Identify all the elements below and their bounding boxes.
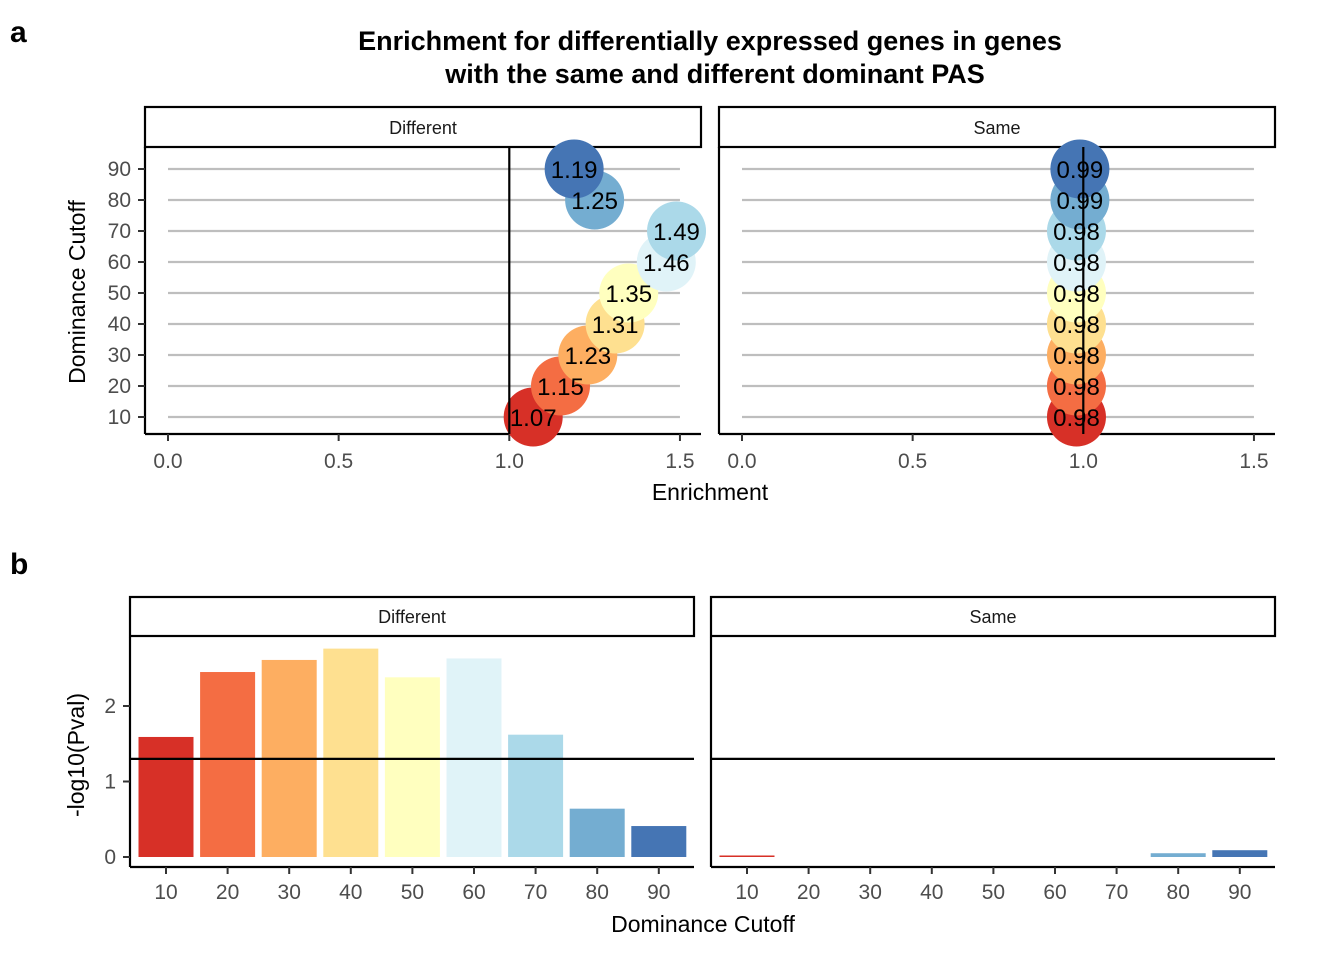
y-tick-label: 2 bbox=[104, 695, 116, 718]
x-tick-label: 60 bbox=[1043, 881, 1066, 904]
bar bbox=[508, 734, 564, 857]
x-tick-label: 80 bbox=[1167, 881, 1190, 904]
x-tick-label: 20 bbox=[797, 881, 820, 904]
panel-b-letter: b bbox=[10, 548, 28, 581]
x-tick-label: 70 bbox=[524, 881, 547, 904]
y-tick-label: 0 bbox=[104, 846, 116, 869]
x-tick-label: 40 bbox=[339, 881, 362, 904]
point-value-label: 1.15 bbox=[537, 374, 584, 401]
point-value-label: 0.98 bbox=[1053, 281, 1100, 308]
enrichment-point bbox=[1050, 139, 1110, 199]
point-value-label: 0.98 bbox=[1053, 405, 1100, 432]
enrichment-dot-plot: Different Same 0.0 0.5 1.0 1.5 1.07 1.15 1.23 1… bbox=[64, 105, 1277, 505]
y-tick-label: 20 bbox=[108, 375, 131, 398]
bar bbox=[384, 677, 440, 857]
x-tick-label: 80 bbox=[586, 881, 609, 904]
point-value-label: 1.49 bbox=[653, 219, 700, 246]
bar bbox=[1212, 850, 1268, 857]
x-tick-label: 1.5 bbox=[1239, 450, 1268, 473]
facet-panel-same: 0.0 0.5 1.0 1.5 0.98 0.98 0.98 0.98 0.98 0.98 0.98… bbox=[717, 139, 1275, 473]
bar bbox=[323, 648, 379, 857]
x-tick-label: 0.5 bbox=[324, 450, 353, 473]
point-value-label: 1.07 bbox=[510, 405, 557, 432]
y-axis-title: Dominance Cutoff bbox=[64, 200, 90, 384]
x-tick-label: 50 bbox=[401, 881, 424, 904]
y-tick-label: 60 bbox=[108, 251, 131, 274]
point-value-label: 1.25 bbox=[571, 188, 618, 215]
y-axis-ticks: 0 1 2 bbox=[104, 695, 130, 869]
x-axis-title: Dominance Cutoff bbox=[611, 911, 795, 937]
x-tick-label: 0.5 bbox=[898, 450, 927, 473]
facet-strip-different: Different bbox=[128, 595, 696, 638]
facet-panel-different: 10 20 30 40 50 60 70 80 90 bbox=[128, 637, 694, 904]
y-axis-title: -log10(Pval) bbox=[63, 693, 89, 817]
y-axis-ticks: 10 20 30 40 50 60 70 80 90 bbox=[108, 158, 145, 429]
enrichment-point bbox=[647, 201, 707, 261]
point-value-label: 0.98 bbox=[1053, 343, 1100, 370]
facet-strip-same: Same bbox=[709, 595, 1277, 638]
x-axis-title: Enrichment bbox=[652, 479, 769, 505]
enrichment-point bbox=[544, 139, 604, 199]
y-tick-label: 30 bbox=[108, 344, 131, 367]
facet-label-same: Same bbox=[973, 118, 1020, 138]
facet-panel-same: 10 20 30 40 50 60 70 80 90 bbox=[709, 637, 1275, 904]
x-tick-label: 10 bbox=[154, 881, 177, 904]
x-tick-label: 30 bbox=[859, 881, 882, 904]
point-value-label: 1.35 bbox=[605, 281, 652, 308]
bar bbox=[138, 736, 194, 857]
x-tick-label: 70 bbox=[1105, 881, 1128, 904]
x-tick-label: 0.0 bbox=[727, 450, 756, 473]
facet-label-different: Different bbox=[389, 118, 457, 138]
x-tick-label: 0.0 bbox=[153, 450, 182, 473]
facet-strip-different: Different bbox=[143, 105, 703, 149]
chart-title-line1: Enrichment for differentially expressed … bbox=[358, 26, 1062, 56]
x-tick-label: 90 bbox=[1228, 881, 1251, 904]
y-tick-label: 90 bbox=[108, 158, 131, 181]
point-value-label: 1.23 bbox=[564, 343, 611, 370]
facet-panel-different: 0.0 0.5 1.0 1.5 1.07 1.15 1.23 1.31 1.35 1.46 1.49… bbox=[143, 139, 707, 473]
x-tick-label: 10 bbox=[735, 881, 758, 904]
bar bbox=[446, 658, 502, 857]
bar bbox=[569, 808, 625, 857]
point-value-label: 0.98 bbox=[1053, 250, 1100, 277]
x-tick-label: 40 bbox=[920, 881, 943, 904]
x-tick-label: 1.5 bbox=[665, 450, 694, 473]
y-tick-label: 10 bbox=[108, 406, 131, 429]
y-tick-label: 80 bbox=[108, 189, 131, 212]
point-value-label: 1.19 bbox=[551, 157, 598, 184]
bar bbox=[719, 855, 775, 857]
y-tick-label: 50 bbox=[108, 282, 131, 305]
x-tick-label: 20 bbox=[216, 881, 239, 904]
bar bbox=[1150, 853, 1206, 857]
y-tick-label: 1 bbox=[104, 771, 116, 794]
point-value-label: 0.98 bbox=[1053, 312, 1100, 339]
x-tick-label: 50 bbox=[982, 881, 1005, 904]
point-value-label: 0.99 bbox=[1057, 188, 1104, 215]
bar bbox=[200, 672, 256, 857]
bar bbox=[631, 826, 687, 857]
pvalue-bar-chart: Different Same 10 20 30 40 50 60 70 80 90 10 20 30… bbox=[63, 595, 1277, 937]
panel-a-letter: a bbox=[10, 16, 27, 49]
facet-strip-same: Same bbox=[717, 105, 1277, 149]
x-tick-label: 1.0 bbox=[1069, 450, 1098, 473]
point-value-label: 1.31 bbox=[592, 312, 639, 339]
point-value-label: 0.98 bbox=[1053, 374, 1100, 401]
y-tick-label: 40 bbox=[108, 313, 131, 336]
x-tick-label: 1.0 bbox=[495, 450, 524, 473]
point-value-label: 0.98 bbox=[1053, 219, 1100, 246]
point-value-label: 1.46 bbox=[643, 250, 690, 277]
y-tick-label: 70 bbox=[108, 220, 131, 243]
x-tick-label: 60 bbox=[462, 881, 485, 904]
x-tick-label: 90 bbox=[647, 881, 670, 904]
facet-label-same: Same bbox=[969, 607, 1016, 627]
chart-title-line2: with the same and different dominant PAS bbox=[444, 59, 985, 89]
facet-label-different: Different bbox=[378, 607, 446, 627]
x-tick-label: 30 bbox=[278, 881, 301, 904]
point-value-label: 0.99 bbox=[1057, 157, 1104, 184]
